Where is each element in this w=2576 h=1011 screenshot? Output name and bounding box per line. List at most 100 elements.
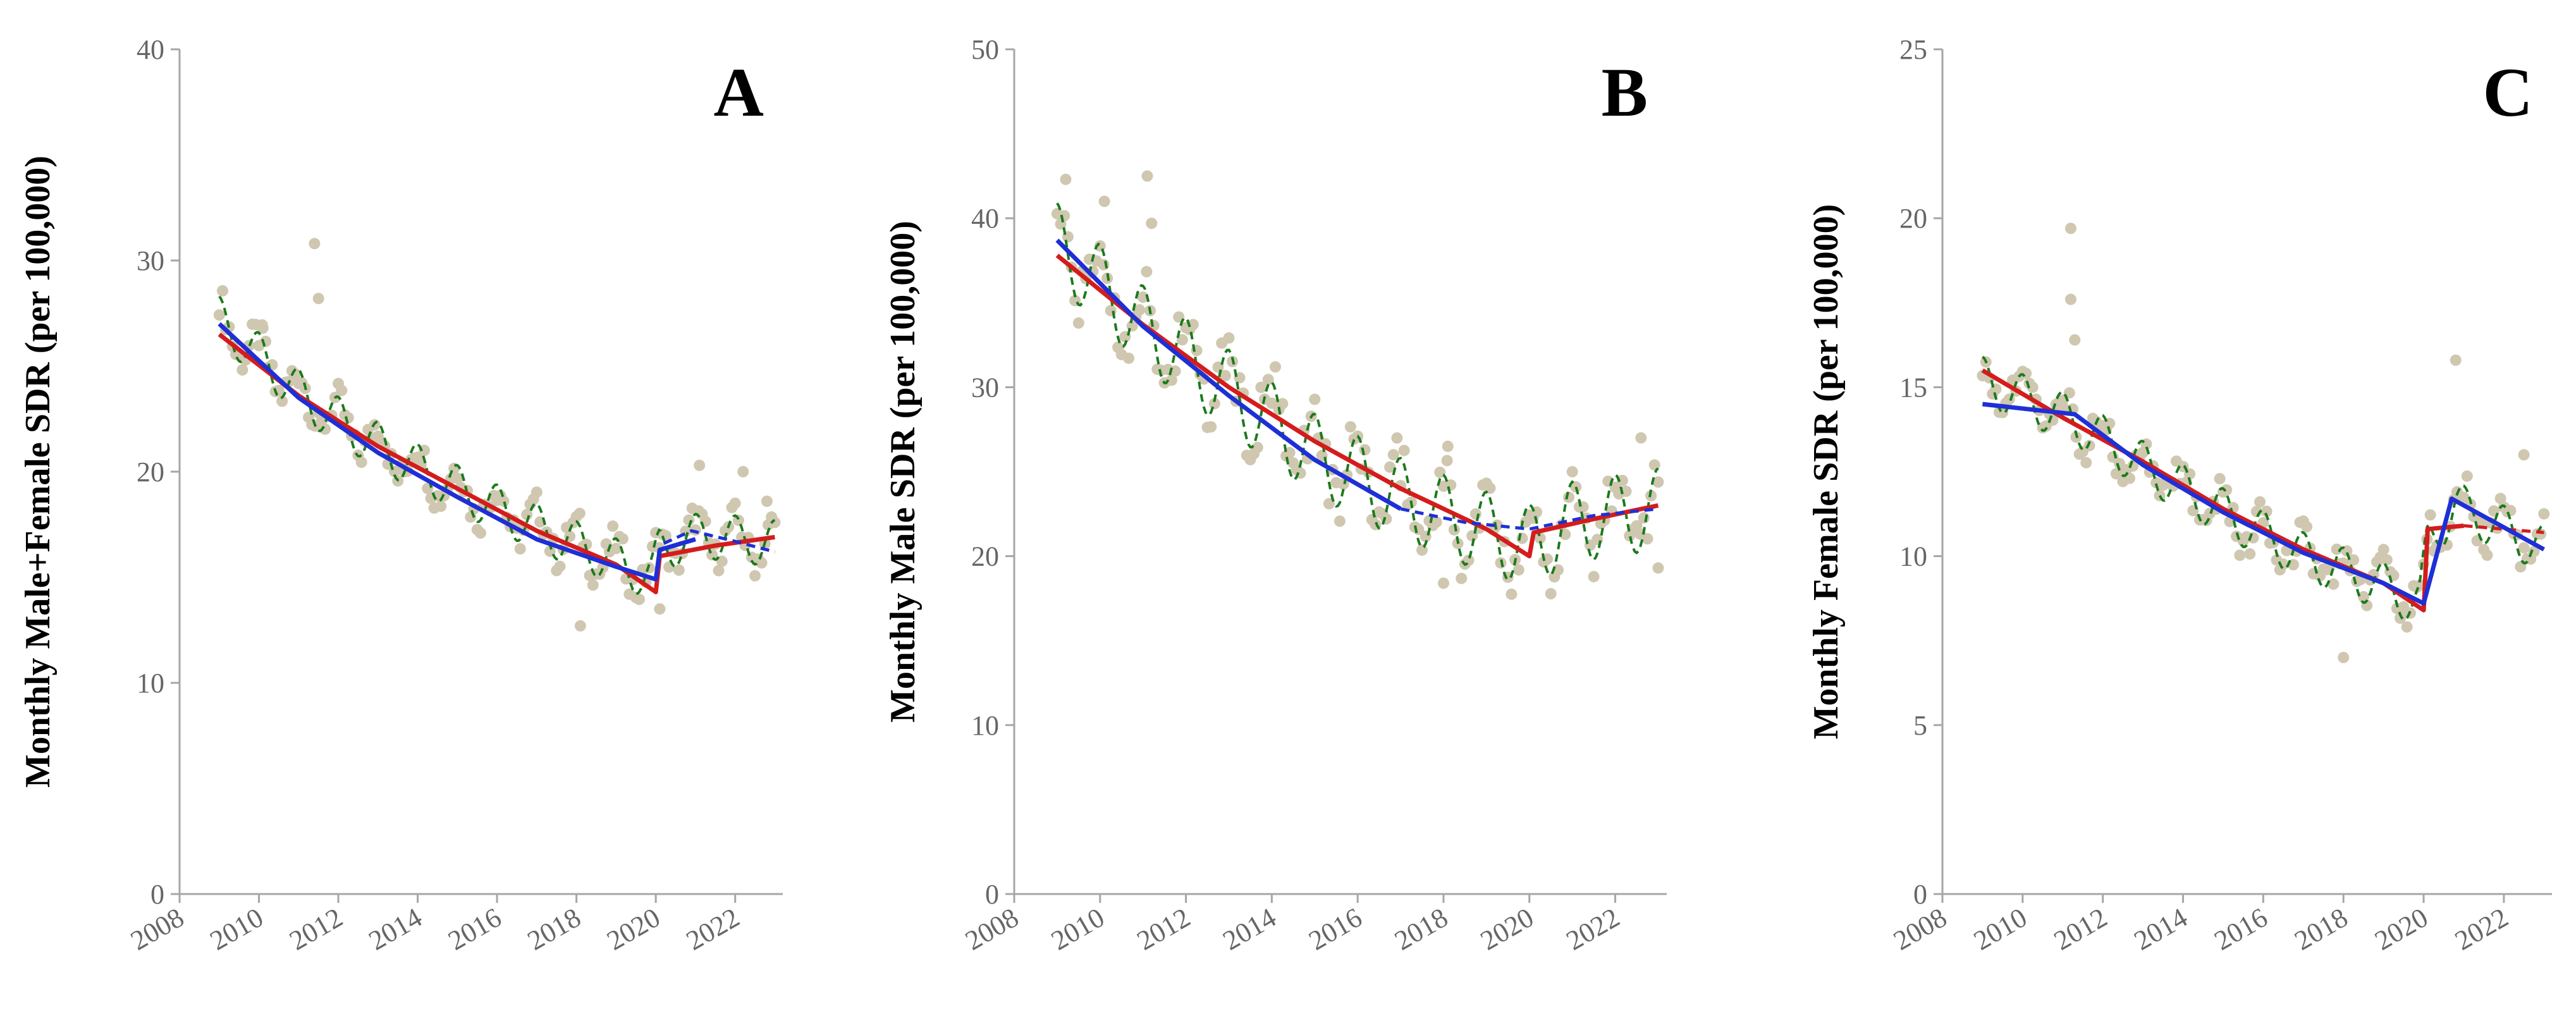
data-point (1323, 498, 1335, 510)
data-point (1251, 441, 1263, 453)
data-point (2244, 548, 2256, 560)
x-tick-label: 2020 (1475, 902, 1539, 956)
y-tick-label: 20 (971, 541, 999, 572)
data-point (654, 603, 666, 615)
data-point (1566, 466, 1578, 478)
y-axis-title: Monthly Female SDR (per 100,000) (1806, 204, 1846, 740)
data-point (1262, 374, 1274, 386)
data-point (1187, 319, 1199, 331)
data-point (2481, 549, 2493, 561)
data-point (2398, 601, 2410, 613)
data-point (312, 293, 324, 305)
data-point (683, 514, 695, 526)
x-tick-label: 2020 (601, 902, 665, 956)
monthly-points (213, 238, 781, 632)
data-point (1387, 449, 1399, 461)
data-point (2538, 508, 2550, 520)
data-point (2083, 439, 2095, 451)
seasonal-model-line (1056, 202, 1659, 582)
data-point (342, 412, 354, 424)
y-tick-label: 30 (971, 372, 999, 403)
data-point (694, 459, 706, 471)
y-tick-label: 10 (971, 710, 999, 741)
y-tick-label: 10 (1899, 541, 1927, 572)
data-point (2381, 554, 2393, 566)
x-tick-label: 2008 (1888, 902, 1952, 956)
data-point (236, 364, 248, 376)
y-axis-title: Monthly Male+Female SDR (per 100,000) (18, 156, 58, 788)
data-point (749, 570, 761, 582)
data-point (1123, 352, 1135, 364)
data-point (2338, 651, 2350, 663)
data-point (1652, 562, 1664, 574)
y-tick-label: 0 (1913, 879, 1927, 910)
data-point (2027, 381, 2039, 393)
data-point (573, 508, 586, 520)
data-point (616, 533, 629, 545)
blue-projection-line (1400, 507, 1659, 531)
data-point (1284, 446, 1296, 458)
x-tick-label: 2016 (2209, 902, 2273, 956)
data-point (1098, 195, 1110, 207)
monthly-points (1977, 223, 2550, 663)
data-point (1641, 533, 1653, 545)
data-point (1545, 588, 1557, 600)
panel-b: 0 10 20 30 40 50 2008 2010 2012 2014 2016 2018 2020 2… (883, 34, 1667, 957)
data-point (1588, 570, 1600, 582)
data-point (1384, 461, 1396, 473)
data-point (276, 395, 288, 407)
data-point (309, 238, 321, 250)
data-point (2450, 354, 2462, 366)
red-trend-line (1981, 368, 2464, 613)
x-tick-label: 2008 (125, 902, 189, 956)
data-point (259, 336, 271, 348)
x-tick-label: 2022 (681, 902, 745, 956)
y-tick-label: 50 (971, 34, 999, 65)
blue-projection-line (663, 529, 776, 554)
data-point (1456, 572, 1468, 584)
x-tick-label: 2010 (1046, 902, 1110, 956)
x-tick-label: 2012 (1132, 902, 1196, 956)
data-point (737, 466, 749, 477)
data-point (451, 472, 463, 484)
data-point (2505, 505, 2517, 517)
data-point (1562, 491, 1574, 503)
data-point (574, 620, 586, 632)
data-point (435, 500, 447, 512)
data-point (1359, 444, 1371, 456)
data-point (1277, 398, 1289, 410)
data-point (2221, 484, 2233, 496)
data-point (1638, 512, 1650, 524)
data-point (2110, 468, 2122, 480)
data-point (2080, 456, 2092, 469)
data-point (2424, 509, 2436, 521)
x-tick-label: 2014 (2129, 902, 2193, 956)
data-point (729, 497, 741, 509)
data-point (2395, 612, 2407, 624)
data-point (1469, 508, 1481, 520)
data-point (1137, 291, 1149, 303)
data-point (514, 543, 526, 555)
data-point (1060, 173, 1072, 185)
data-point (716, 555, 728, 567)
data-point (355, 456, 367, 469)
data-point (1398, 444, 1410, 456)
data-point (2494, 493, 2506, 505)
data-point (2328, 578, 2340, 590)
x-tick-label: 2010 (205, 902, 269, 956)
x-tick-label: 2012 (2049, 902, 2113, 956)
data-point (2348, 554, 2360, 566)
data-point (544, 545, 556, 557)
x-tick-label: 2020 (2369, 902, 2433, 956)
data-point (1616, 474, 1628, 486)
x-tick-label: 2018 (522, 902, 586, 956)
data-point (1309, 393, 1321, 405)
red-trend-line (1055, 254, 1659, 559)
panel-c: 0 5 10 15 20 25 2008 2010 2012 2014 2016 2018 2020 20… (1806, 34, 2552, 957)
data-point (554, 560, 566, 572)
data-point (2260, 505, 2272, 517)
data-point (761, 495, 773, 507)
data-point (756, 557, 768, 569)
data-point (1430, 516, 1442, 528)
data-point (1141, 170, 1153, 182)
